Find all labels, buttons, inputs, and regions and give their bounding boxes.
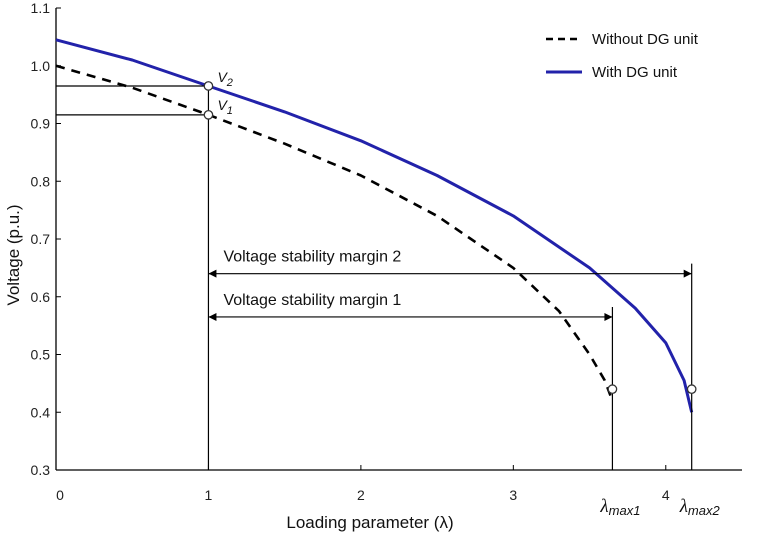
series-line-without-dg (55, 64, 614, 402)
margin-label: Voltage stability margin 1 (223, 292, 401, 309)
x-tick-label: 3 (509, 487, 517, 503)
margin-arrowhead-left (208, 269, 217, 278)
y-tick-label: 0.7 (31, 231, 51, 247)
lambda-max-label: λmax2 (679, 496, 721, 518)
lambda-max-subscript: max2 (688, 503, 721, 518)
y-tick-label: 0.9 (31, 116, 51, 132)
legend-label-without-dg: Without DG unit (592, 31, 699, 48)
voltage-point-subscript: 2 (226, 77, 233, 89)
x-tick-label: 1 (205, 487, 213, 503)
y-tick-label: 0.8 (31, 173, 51, 189)
y-tick-label: 0.4 (31, 404, 51, 420)
y-axis-title: Voltage (p.u.) (4, 204, 23, 305)
y-tick-label: 0.5 (31, 347, 51, 363)
y-tick-label: 0.3 (31, 462, 51, 478)
margin-arrowhead-left (208, 312, 217, 321)
point-marker (203, 81, 214, 91)
voltage-point-label: V1 (217, 97, 232, 117)
x-tick-label: 2 (357, 487, 365, 503)
voltage-point-subscript: 1 (227, 105, 233, 117)
point-marker (686, 384, 697, 394)
lambda-max-label: λmax1 (599, 496, 640, 518)
point-marker (607, 384, 618, 394)
x-tick-label: 0 (56, 487, 64, 503)
lambda-max-subscript: max1 (609, 503, 641, 518)
y-tick-label: 1.1 (31, 0, 51, 16)
point-marker (203, 109, 214, 120)
y-tick-label: 1.0 (31, 58, 51, 74)
legend-label-with-dg: With DG unit (592, 64, 678, 81)
voltage-point-label: V2 (217, 69, 232, 89)
x-axis-title: Loading parameter (λ) (286, 513, 453, 532)
x-tick-label: 4 (662, 487, 670, 503)
series-line-with-dg (55, 38, 694, 413)
margin-arrowhead-right (683, 269, 692, 278)
y-tick-label: 0.6 (31, 289, 51, 305)
margin-label: Voltage stability margin 2 (223, 249, 401, 266)
margin-arrowhead-right (604, 312, 613, 321)
